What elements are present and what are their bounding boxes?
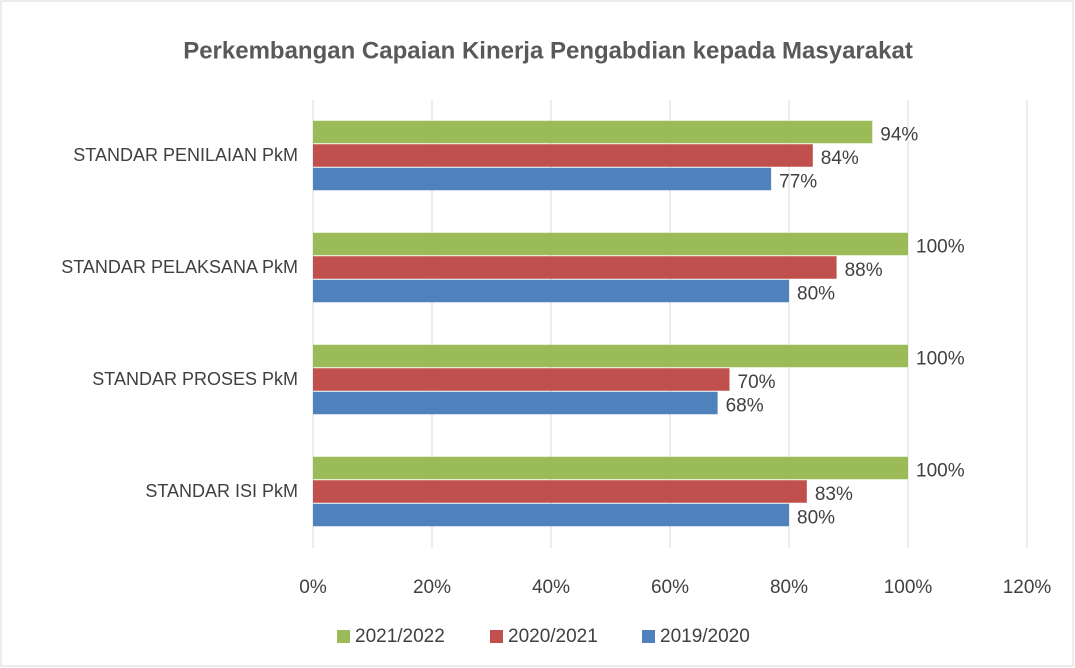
data-label: 68% — [726, 396, 764, 417]
data-label: 100% — [916, 237, 965, 258]
legend-label: 2020/2021 — [508, 626, 598, 647]
x-tick-label: 0% — [299, 577, 327, 598]
x-tick-label: 120% — [1003, 577, 1052, 598]
legend-swatch — [642, 630, 655, 643]
data-label: 80% — [797, 284, 835, 305]
data-label: 100% — [916, 461, 965, 482]
bar — [313, 503, 789, 527]
data-label: 80% — [797, 508, 835, 529]
chart-title: Perkembangan Capaian Kinerja Pengabdian … — [183, 37, 913, 64]
bar — [313, 167, 772, 191]
x-tick-label: 20% — [413, 577, 451, 598]
legend-label: 2021/2022 — [355, 626, 445, 647]
legend-label: 2019/2020 — [660, 626, 750, 647]
y-tick-label: STANDAR PENILAIAN PkM — [73, 145, 298, 165]
bar — [313, 256, 837, 279]
x-tick-label: 40% — [532, 577, 570, 598]
bar — [313, 368, 730, 391]
data-label: 70% — [738, 372, 776, 393]
data-label: 100% — [916, 349, 965, 370]
bar — [313, 279, 789, 303]
data-label: 88% — [845, 260, 883, 281]
x-tick-label: 80% — [770, 577, 808, 598]
bar — [313, 391, 718, 415]
bar — [313, 480, 807, 503]
x-tick-label: 100% — [884, 577, 933, 598]
y-tick-label: STANDAR PROSES PkM — [92, 369, 298, 389]
legend-swatch — [337, 630, 350, 643]
y-tick-label: STANDAR ISI PkM — [145, 481, 298, 501]
legend-swatch — [490, 630, 503, 643]
y-tick-label: STANDAR PELAKSANA PkM — [61, 257, 298, 277]
x-tick-label: 60% — [651, 577, 689, 598]
data-label: 84% — [821, 148, 859, 169]
bar — [313, 120, 873, 144]
bar — [313, 144, 813, 167]
bar — [313, 344, 908, 368]
data-label: 77% — [779, 172, 817, 193]
data-label: 94% — [880, 125, 918, 146]
bar — [313, 232, 908, 256]
data-label: 83% — [815, 484, 853, 505]
bar — [313, 456, 908, 480]
